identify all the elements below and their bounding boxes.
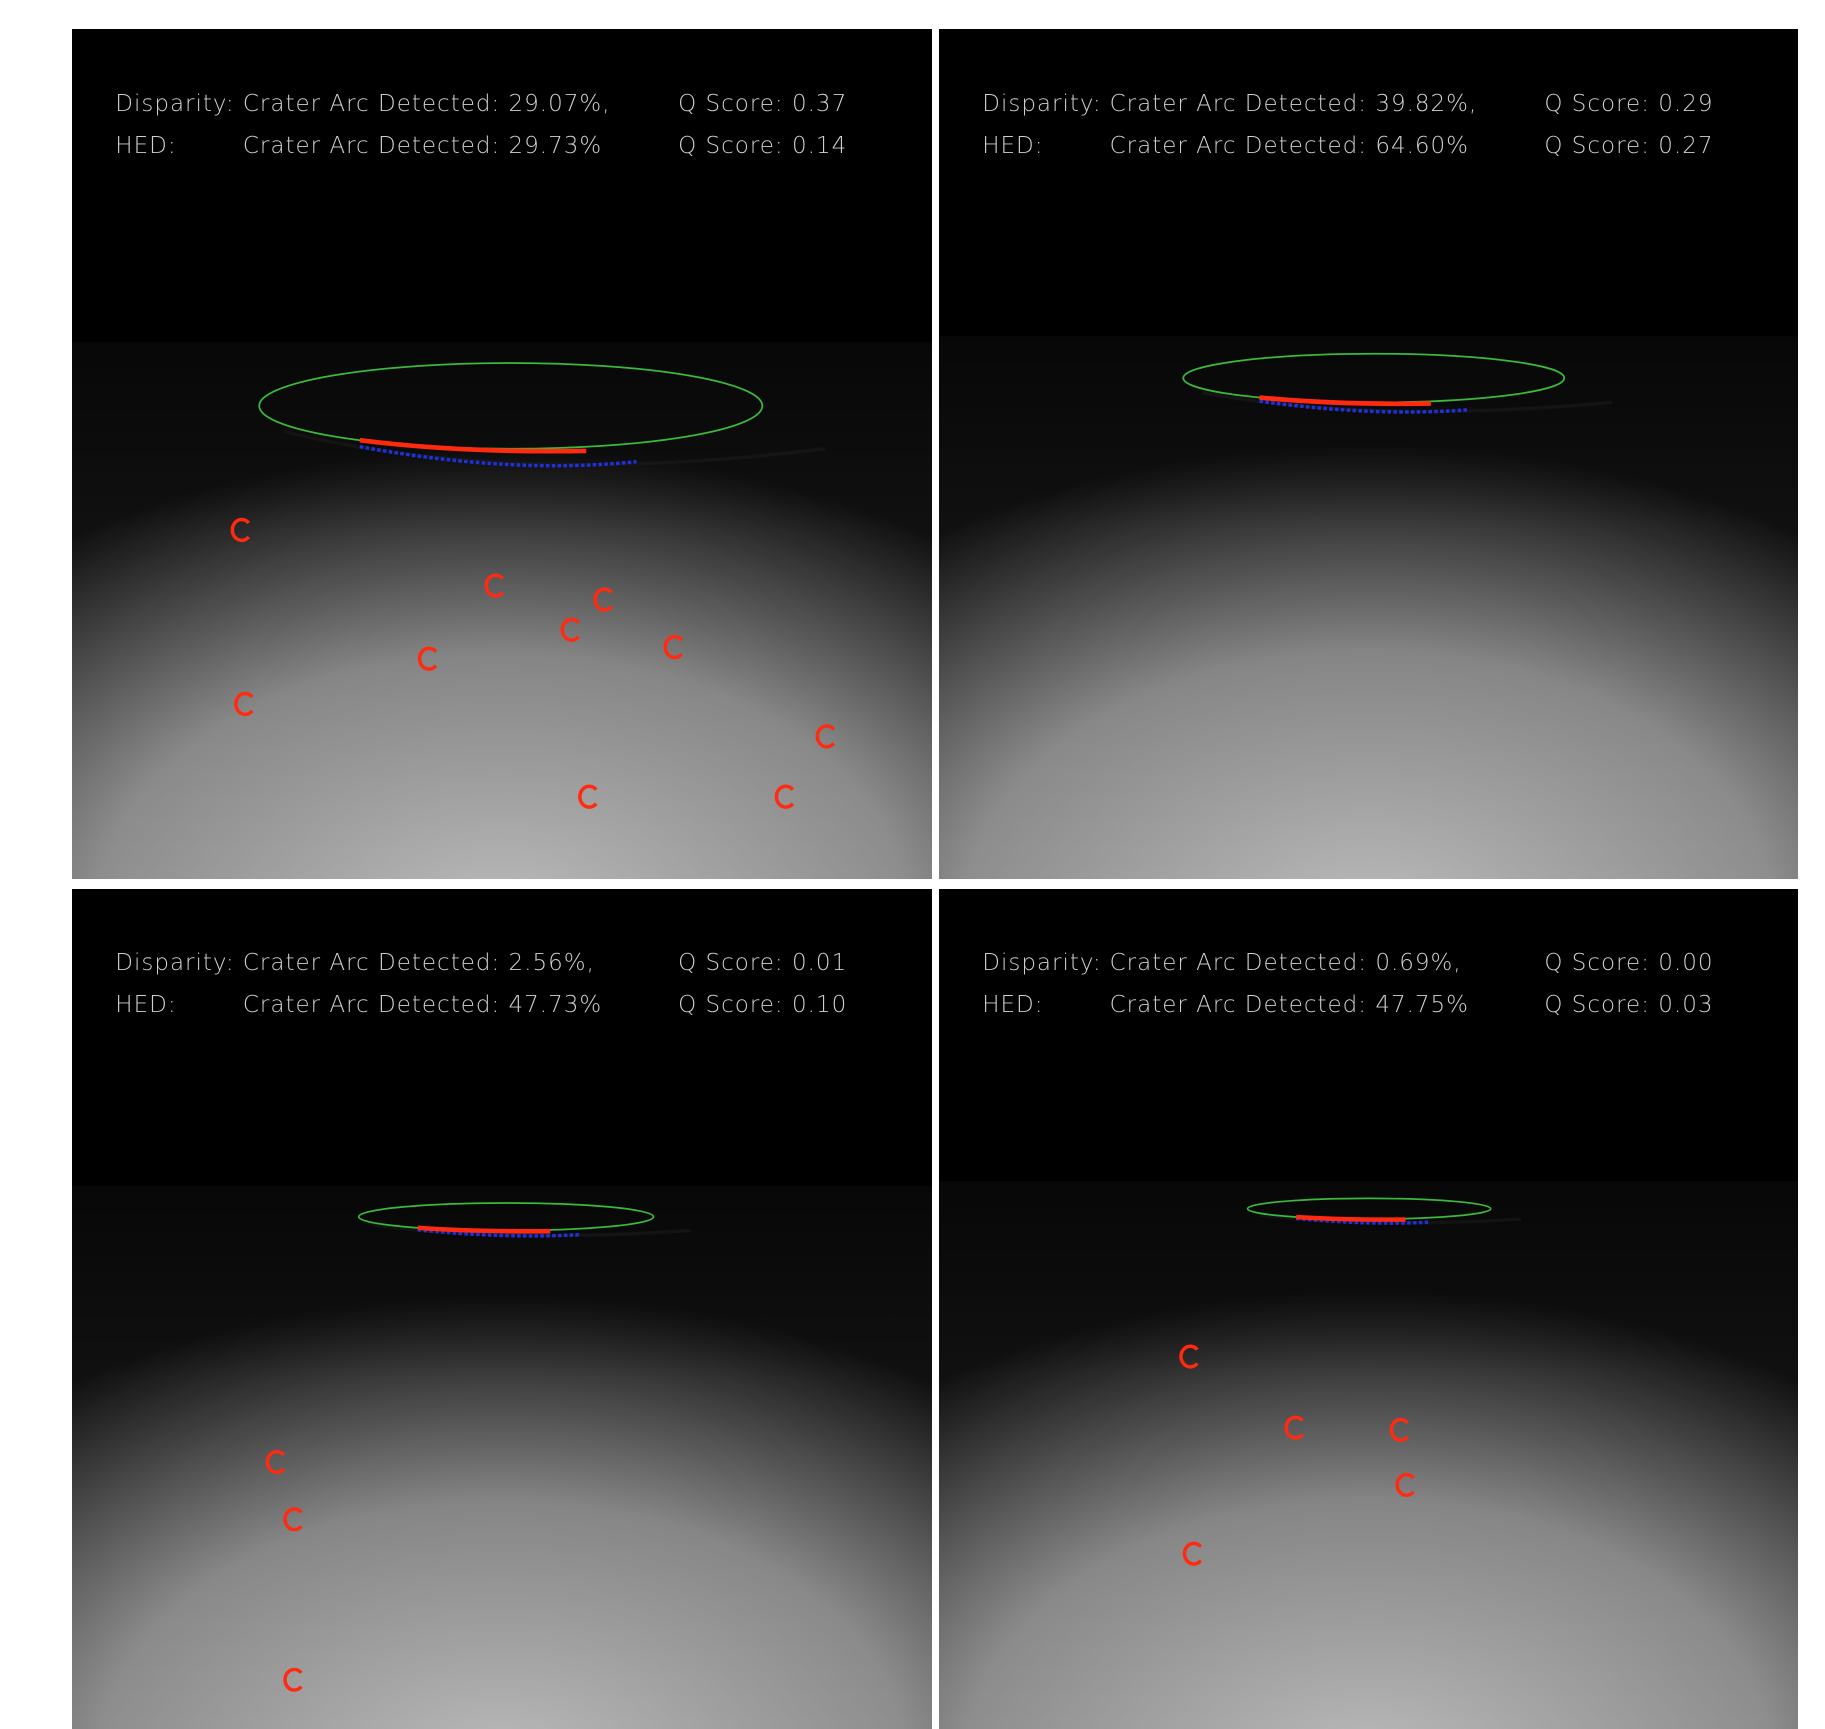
method-label: HED: xyxy=(115,133,176,159)
ground-shade xyxy=(939,336,1798,879)
arc-detected: Crater Arc Detected: 2.56%, xyxy=(243,950,595,976)
arc-detected: Crater Arc Detected: 0.69%, xyxy=(1110,950,1462,976)
method-label: Disparity: xyxy=(982,950,1101,976)
q-score: Q Score: 0.00 xyxy=(1544,950,1713,976)
q-score: Q Score: 0.03 xyxy=(1544,992,1713,1018)
arc-detected: Crater Arc Detected: 47.73% xyxy=(243,992,602,1018)
ground-shade xyxy=(72,342,932,879)
q-score: Q Score: 0.37 xyxy=(678,91,847,117)
disparity-edges xyxy=(1296,1217,1405,1220)
q-score: Q Score: 0.14 xyxy=(678,133,847,159)
result-panel: Disparity: Crater Arc Detected: 29.07%, Q … xyxy=(72,29,932,879)
method-label: Disparity: xyxy=(115,91,234,117)
arc-detected: Crater Arc Detected: 64.60% xyxy=(1110,133,1469,159)
q-score: Q Score: 0.29 xyxy=(1544,91,1713,117)
arc-detected: Crater Arc Detected: 29.73% xyxy=(243,133,602,159)
q-score: Q Score: 0.27 xyxy=(1544,133,1713,159)
result-panel: Disparity: Crater Arc Detected: 2.56%, Q S… xyxy=(72,889,932,1729)
q-score: Q Score: 0.01 xyxy=(678,950,847,976)
result-panel: Disparity: Crater Arc Detected: 0.69%, Q S… xyxy=(939,889,1798,1729)
figure: Disparity: Crater Arc Detected: 29.07%, Q … xyxy=(0,0,1825,1729)
method-label: HED: xyxy=(982,992,1043,1018)
arc-detected: Crater Arc Detected: 39.82%, xyxy=(1110,91,1478,117)
q-score: Q Score: 0.10 xyxy=(678,992,847,1018)
method-label: Disparity: xyxy=(982,91,1101,117)
result-panel: Disparity: Crater Arc Detected: 39.82%, Q … xyxy=(939,29,1798,879)
method-label: Disparity: xyxy=(115,950,234,976)
arc-detected: Crater Arc Detected: 29.07%, xyxy=(243,91,611,117)
method-label: HED: xyxy=(115,992,176,1018)
method-label: HED: xyxy=(982,133,1043,159)
ground-shade xyxy=(939,1181,1798,1729)
ground-shade xyxy=(72,1186,932,1729)
arc-detected: Crater Arc Detected: 47.75% xyxy=(1110,992,1469,1018)
